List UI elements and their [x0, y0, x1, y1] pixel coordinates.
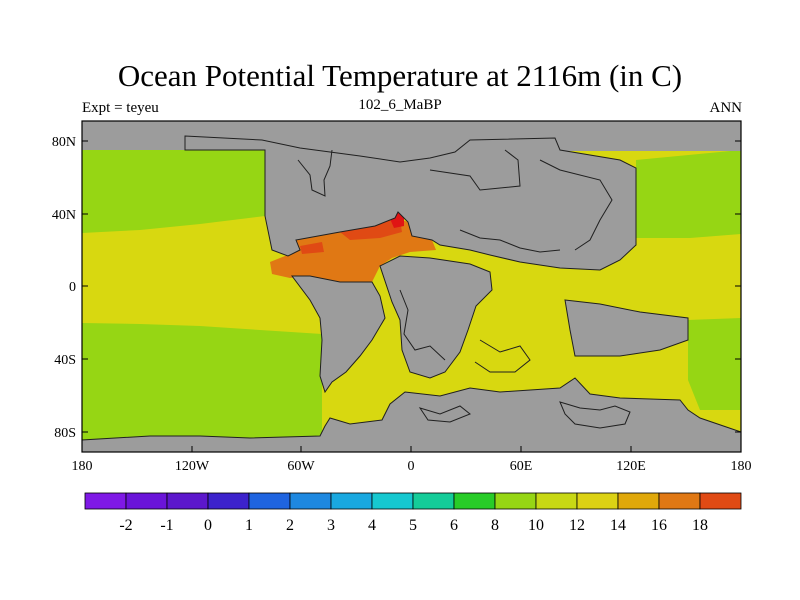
- x-tick-label: 60W: [287, 459, 315, 474]
- x-tick-label: 180: [72, 459, 93, 474]
- y-tick-label: 0: [69, 280, 76, 295]
- colorbar-swatch: [494, 492, 537, 510]
- colorbar-label: 16: [651, 517, 667, 534]
- colorbar-label: 12: [569, 517, 585, 534]
- y-tick-label: 80S: [54, 426, 76, 441]
- axis-ticks: [81, 140, 742, 452]
- colorbar-swatch: [371, 492, 414, 510]
- colorbar-label: 3: [327, 517, 335, 534]
- temp-10-regions: [82, 150, 741, 440]
- x-tick-label: 120E: [616, 459, 646, 474]
- colorbar-swatch: [330, 492, 373, 510]
- colorbar-label: 2: [286, 517, 294, 534]
- colorbar-swatch: [658, 492, 701, 510]
- colorbar-label: 5: [409, 517, 417, 534]
- colorbar: -2 -1 0 1 2 3 4 5 6 8 10 12 14 16 18: [84, 492, 742, 534]
- colorbar-label: 8: [491, 517, 499, 534]
- colorbar-swatch: [412, 492, 455, 510]
- colorbar-swatch: [125, 492, 168, 510]
- x-tick-label: 0: [408, 459, 415, 474]
- colorbar-swatch: [453, 492, 496, 510]
- colorbar-swatch: [84, 492, 127, 510]
- colorbar-swatch: [617, 492, 660, 510]
- colorbar-label: 14: [610, 517, 626, 534]
- colorbar-label: 18: [692, 517, 708, 534]
- colorbar-swatch: [289, 492, 332, 510]
- colorbar-label: 6: [450, 517, 458, 534]
- x-tick-label: 120W: [175, 459, 210, 474]
- colorbar-swatch: [535, 492, 578, 510]
- coastlines: [297, 149, 631, 429]
- plot-title: Ocean Potential Temperature at 2116m (in…: [117, 58, 683, 93]
- colorbar-swatch: [166, 492, 209, 510]
- y-tick-label: 40S: [54, 353, 76, 368]
- colorbar-swatch: [699, 492, 742, 510]
- colorbar-label: 10: [528, 517, 544, 534]
- colorbar-label: 1: [245, 517, 253, 534]
- land-masses: [81, 121, 742, 453]
- colorbar-label: 4: [368, 517, 376, 534]
- x-tick-label: 180: [731, 459, 752, 474]
- colorbar-swatch: [248, 492, 291, 510]
- colorbar-label: 0: [204, 517, 212, 534]
- season-label: ANN: [709, 100, 743, 116]
- time-period-label: 102_6_MaBP: [358, 97, 442, 113]
- colorbar-label: -1: [160, 517, 173, 534]
- y-tick-label: 40N: [52, 208, 76, 223]
- colorbar-swatch: [207, 492, 250, 510]
- x-tick-label: 60E: [510, 459, 533, 474]
- colorbar-swatch: [576, 492, 619, 510]
- experiment-label: Expt = teyeu: [82, 100, 159, 116]
- colorbar-label: -2: [119, 517, 132, 534]
- y-tick-label: 80N: [52, 135, 76, 150]
